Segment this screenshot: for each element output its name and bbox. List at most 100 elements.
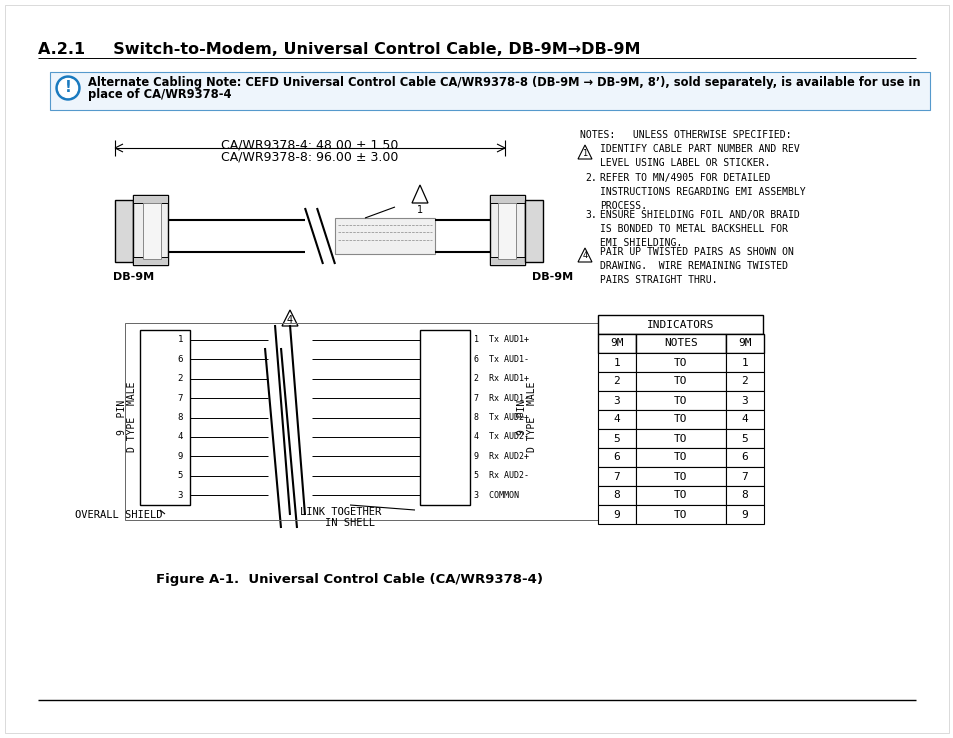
Bar [140,330,190,505]
Text: IDENTIFY CABLE PART NUMBER AND REV
LEVEL USING LABEL OR STICKER.: IDENTIFY CABLE PART NUMBER AND REV LEVEL… [599,144,799,168]
Bar [725,372,763,391]
Bar [725,448,763,467]
Bar [725,353,763,372]
Text: 3: 3 [740,396,747,405]
Text: 4: 4 [740,415,747,424]
Bar [636,486,725,505]
Text: 7: 7 [740,472,747,481]
Text: 9: 9 [177,452,183,461]
Text: 3: 3 [177,491,183,500]
Bar [598,372,636,391]
Text: ENSURE SHIELDING FOIL AND/OR BRAID
IS BONDED TO METAL BACKSHELL FOR
EMI SHIELDIN: ENSURE SHIELDING FOIL AND/OR BRAID IS BO… [599,210,799,248]
Bar [636,391,725,410]
Bar [115,200,132,262]
Bar [132,195,168,265]
Text: Figure A-1.  Universal Control Cable (CA/WR9378-4): Figure A-1. Universal Control Cable (CA/… [156,573,543,586]
Text: TO: TO [674,433,687,444]
Bar [725,391,763,410]
Text: 6: 6 [177,355,183,364]
Bar [598,429,636,448]
Text: TO: TO [674,415,687,424]
Text: TO: TO [674,452,687,463]
Bar [636,353,725,372]
Text: 9: 9 [613,509,619,520]
Bar [125,323,604,520]
Bar [598,486,636,505]
Text: 2: 2 [177,374,183,383]
Bar [725,410,763,429]
Text: DB-9M: DB-9M [532,272,573,282]
Text: 8: 8 [177,413,183,422]
Text: 4: 4 [287,315,293,325]
Bar [132,195,168,203]
Text: TO: TO [674,357,687,368]
Bar [598,410,636,429]
Text: 8  Tx AUD2+: 8 Tx AUD2+ [474,413,529,422]
Text: NOTES:   UNLESS OTHERWISE SPECIFIED:: NOTES: UNLESS OTHERWISE SPECIFIED: [579,130,791,140]
Bar [490,195,524,265]
Text: 1: 1 [740,357,747,368]
Bar [725,505,763,524]
Text: !: ! [65,80,71,95]
Text: 7: 7 [177,393,183,403]
Text: 2: 2 [740,376,747,387]
Text: 7: 7 [613,472,619,481]
Text: 4: 4 [613,415,619,424]
Bar [598,467,636,486]
Text: 9  PIN: 9 PIN [517,399,526,435]
Text: TO: TO [674,491,687,500]
Text: D TYPE  MALE: D TYPE MALE [127,382,137,452]
Text: 5: 5 [613,433,619,444]
Text: D TYPE  MALE: D TYPE MALE [526,382,537,452]
Text: 8: 8 [740,491,747,500]
Circle shape [58,78,77,97]
Text: PAIR UP TWISTED PAIRS AS SHOWN ON
DRAWING.  WIRE REMAINING TWISTED
PAIRS STRAIGH: PAIR UP TWISTED PAIRS AS SHOWN ON DRAWIN… [599,247,793,285]
Text: 5: 5 [177,471,183,480]
Bar [725,334,763,353]
Bar [335,218,435,254]
Bar [636,448,725,467]
Text: REFER TO MN/4905 FOR DETAILED
INSTRUCTIONS REGARDING EMI ASSEMBLY
PROCESS.: REFER TO MN/4905 FOR DETAILED INSTRUCTIO… [599,173,804,211]
Text: 3  COMMON: 3 COMMON [474,491,518,500]
Bar [598,448,636,467]
Text: Alternate Cabling Note: CEFD Universal Control Cable CA/WR9378-8 (DB-9M → DB-9M,: Alternate Cabling Note: CEFD Universal C… [88,76,920,89]
Text: 6: 6 [613,452,619,463]
Bar [725,429,763,448]
Bar [636,410,725,429]
Bar [636,372,725,391]
Text: 6: 6 [740,452,747,463]
Bar [50,72,929,110]
Text: TO: TO [674,509,687,520]
Bar [490,195,524,203]
Bar [636,334,725,353]
Text: 7  Rx AUD1-: 7 Rx AUD1- [474,393,529,403]
Bar [419,330,470,505]
Bar [598,334,636,353]
Bar [636,467,725,486]
Bar [598,505,636,524]
Text: 5: 5 [740,433,747,444]
Text: A.2.1     Switch-to-Modem, Universal Control Cable, DB-9M→DB-9M: A.2.1 Switch-to-Modem, Universal Control… [38,42,639,57]
Text: TO: TO [674,396,687,405]
Bar [143,203,161,259]
Bar [524,200,542,262]
Text: 8: 8 [613,491,619,500]
Text: 2.: 2. [584,173,597,183]
Text: 2: 2 [613,376,619,387]
Text: 1: 1 [416,205,422,215]
Bar [490,257,524,265]
Bar [598,315,762,334]
Bar [598,353,636,372]
Text: 4: 4 [581,252,587,261]
Bar [725,486,763,505]
Text: 1  Tx AUD1+: 1 Tx AUD1+ [474,336,529,345]
Bar [598,391,636,410]
Text: DB-9M: DB-9M [112,272,154,282]
Text: 9: 9 [740,509,747,520]
Text: 1: 1 [177,336,183,345]
Text: OVERALL SHIELD: OVERALL SHIELD [75,510,162,520]
Text: CA/WR9378-4: 48.00 ± 1.50: CA/WR9378-4: 48.00 ± 1.50 [221,138,398,151]
Bar [636,505,725,524]
Text: LINK TOGETHER: LINK TOGETHER [299,507,381,517]
Text: 6  Tx AUD1-: 6 Tx AUD1- [474,355,529,364]
